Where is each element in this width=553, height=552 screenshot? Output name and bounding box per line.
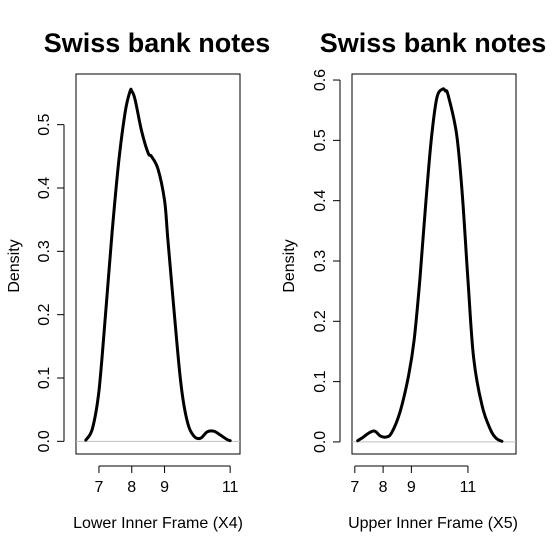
x-tick-label: 8 — [127, 479, 136, 496]
y-tick-label: 0.5 — [312, 129, 329, 151]
density-curve-right — [356, 87, 504, 443]
x-tick-label: 9 — [407, 479, 416, 496]
y-tick-label: 0.4 — [312, 189, 329, 211]
y-tick-label: 0.3 — [36, 240, 53, 262]
y-tick-label: 0.1 — [36, 367, 53, 389]
plot-box-right — [351, 73, 517, 455]
x-axis-label-right: Upper Inner Frame (X5) — [348, 515, 518, 532]
x-tick-label: 7 — [350, 479, 359, 496]
y-tick-label: 0.2 — [312, 310, 329, 332]
x-tick-label: 8 — [379, 479, 388, 496]
x-axis-right: 7 8 9 11 — [350, 465, 477, 496]
y-axis-label-right: Density — [281, 239, 298, 292]
density-curve-left — [84, 87, 232, 443]
y-tick-label: 0.0 — [312, 431, 329, 453]
x-tick-label: 11 — [222, 479, 239, 496]
y-axis-left: 0.0 0.1 0.2 0.3 0.4 0.5 — [36, 113, 65, 452]
y-axis-label-left: Density — [6, 239, 23, 292]
x-tick-label: 7 — [95, 479, 104, 496]
x-tick-label: 9 — [160, 479, 169, 496]
plot-box-left — [75, 73, 241, 455]
y-tick-label: 0.0 — [36, 430, 53, 452]
y-axis-right: 0.0 0.1 0.2 0.3 0.4 0.5 0.6 — [312, 69, 341, 453]
y-tick-label: 0.1 — [312, 370, 329, 392]
y-tick-label: 0.6 — [312, 69, 329, 91]
y-tick-label: 0.3 — [312, 250, 329, 272]
chart-title-left: Swiss bank notes — [44, 28, 271, 58]
panel-right: Swiss bank notes 7 8 9 11 0.00.10.20.30.40.… — [281, 28, 546, 532]
y-tick-label: 0.5 — [36, 113, 53, 135]
panel-left: Swiss bank notes 7 8 9 11 0.00.10.20.30.40.… — [6, 28, 270, 532]
y-tick-label: 0.4 — [36, 177, 53, 199]
x-axis-left: 7 8 9 11 — [95, 465, 239, 496]
y-tick-label: 0.2 — [36, 303, 53, 325]
x-tick-label: 11 — [460, 479, 477, 496]
chart-title-right: Swiss bank notes — [320, 28, 547, 58]
x-axis-label-left: Lower Inner Frame (X4) — [73, 515, 243, 532]
